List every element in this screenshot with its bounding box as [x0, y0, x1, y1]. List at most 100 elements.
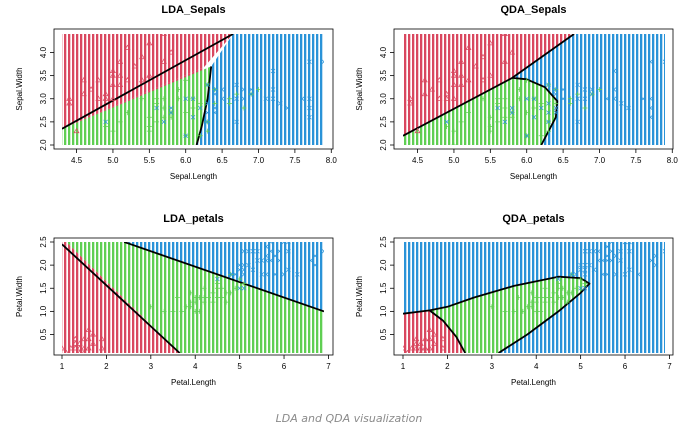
setosa-point: [72, 340, 79, 346]
setosa-point: [426, 335, 433, 342]
virginica-point: [613, 253, 619, 259]
virginica-point: [531, 96, 537, 101]
versicolor-point: [575, 91, 581, 97]
chart-panel-2: 4.5 5.0 5.5 6.0 6.5 7.0 7.5 8.0 2.0 2.5 3.0 3.5 4.0 Q…: [355, 4, 678, 181]
x-tick-label: 7: [326, 362, 331, 371]
setosa-point: [429, 86, 436, 92]
versicolor-point: [210, 290, 216, 296]
chart-title: LDA_Sepals: [161, 4, 225, 16]
versicolor-point: [117, 119, 123, 125]
y-tick-label: 3.0: [379, 93, 388, 105]
versicolor-point: [226, 100, 232, 106]
virginica-point: [161, 119, 167, 125]
setosa-point: [426, 345, 433, 351]
virginica-point: [285, 105, 290, 111]
virginica-point: [582, 286, 588, 291]
x-tick-label: 2: [104, 362, 109, 371]
x-tick-label: 3: [149, 362, 154, 371]
virginica-point: [205, 119, 210, 125]
virginica-point: [605, 253, 610, 259]
virginica-point: [264, 258, 269, 263]
virginica-point: [582, 87, 588, 92]
chart-title: LDA_petals: [163, 213, 224, 225]
y-tick-label: 1.5: [379, 282, 388, 294]
virginica-point: [248, 91, 254, 97]
virginica-point: [587, 262, 592, 268]
virginica-point: [524, 133, 529, 138]
versicolor-point: [533, 308, 539, 314]
virginica-point: [591, 267, 597, 272]
versicolor-point: [256, 87, 261, 92]
virginica-point: [582, 262, 588, 268]
virginica-point: [611, 87, 617, 92]
virginica-point: [636, 272, 641, 277]
setosa-point: [139, 76, 146, 83]
virginica-point: [246, 249, 251, 254]
versicolor-point: [542, 295, 548, 300]
x-tick-label: 7.5: [630, 156, 642, 165]
versicolor-point: [206, 295, 212, 300]
virginica-point: [649, 258, 654, 263]
versicolor-point: [533, 299, 539, 305]
versicolor-point: [214, 281, 220, 287]
virginica-point: [605, 272, 610, 277]
virginica-region: [403, 242, 665, 353]
versicolor-point: [516, 96, 522, 102]
versicolor-point: [175, 87, 181, 92]
virginica-point: [281, 272, 287, 277]
y-tick-label: 0.5: [39, 328, 48, 340]
setosa-point: [450, 95, 457, 101]
versicolor-point: [241, 105, 247, 111]
setosa-point: [417, 340, 424, 346]
x-tick-label: 5.0: [448, 156, 460, 165]
x-axis-label: Petal.Length: [511, 378, 556, 387]
versicolor-point: [139, 96, 145, 102]
virginica-point: [241, 272, 247, 277]
versicolor-point: [560, 295, 566, 300]
versicolor-point: [212, 100, 218, 106]
x-tick-label: 6.5: [217, 156, 229, 165]
versicolor-point: [546, 128, 552, 134]
setosa-point: [81, 335, 88, 342]
chart-panel-4: 1 2 3 4 5 6 7 0.5 1.0 1.5 2.0 2.5 QDA_petals Petal.Le…: [355, 213, 674, 387]
setosa-point: [80, 90, 87, 97]
x-tick-label: 7: [667, 362, 672, 371]
plot-area: [403, 34, 665, 145]
virginica-point: [190, 96, 196, 101]
virginica-point: [248, 87, 254, 92]
virginica-point: [219, 96, 225, 101]
virginica-point: [582, 272, 588, 277]
versicolor-point: [154, 100, 160, 106]
versicolor-point: [582, 105, 588, 111]
versicolor-point: [168, 114, 174, 120]
versicolor-point: [205, 128, 211, 134]
y-tick-label: 2.5: [379, 116, 388, 128]
setosa-point: [117, 72, 124, 78]
setosa-point: [443, 95, 450, 101]
virginica-point: [277, 249, 282, 254]
x-tick-label: 6.5: [558, 156, 570, 165]
x-tick-label: 7.5: [289, 156, 301, 165]
versicolor-point: [103, 124, 109, 129]
versicolor-point: [564, 299, 570, 305]
virginica-point: [502, 119, 508, 125]
versicolor-point: [502, 105, 508, 111]
versicolor-point: [502, 308, 508, 314]
virginica-point: [578, 286, 583, 291]
y-tick-label: 1.5: [39, 282, 48, 294]
versicolor-point: [183, 304, 189, 310]
virginica-point: [234, 119, 239, 125]
virginica-point: [241, 262, 247, 268]
y-tick-label: 1.0: [379, 305, 388, 317]
versicolor-point: [555, 281, 561, 287]
chart-title: QDA_petals: [502, 213, 564, 225]
setosa-point: [421, 90, 428, 97]
virginica-point: [259, 272, 265, 277]
virginica-point: [495, 105, 500, 111]
versicolor-point: [146, 128, 152, 134]
versicolor-point: [551, 299, 557, 305]
setosa-point: [443, 90, 450, 97]
decision-boundary: [123, 242, 324, 313]
decision-boundary: [403, 275, 591, 353]
setosa-point: [62, 345, 66, 351]
